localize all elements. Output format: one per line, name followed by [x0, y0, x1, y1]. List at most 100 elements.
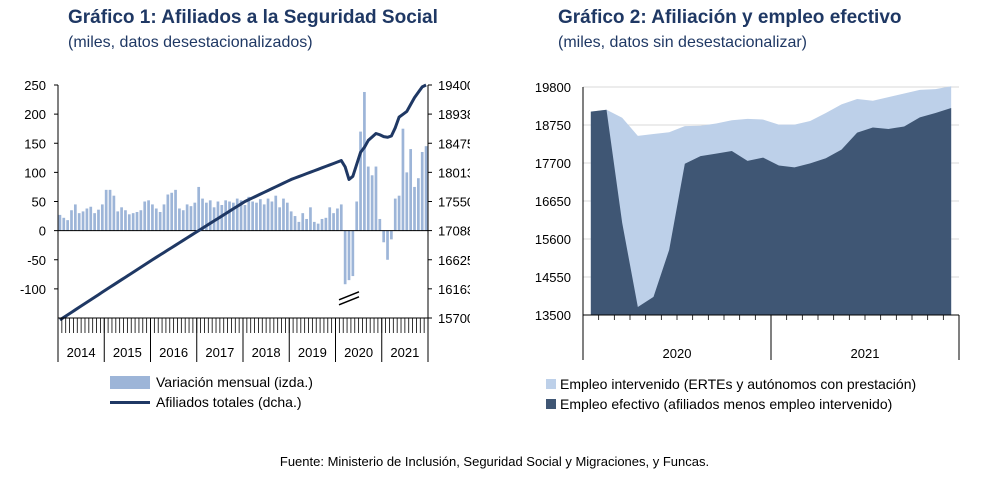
right-tick-label: 17088	[438, 224, 470, 239]
legend-item-intervenido: Empleo intervenido (ERTEs y autónomos co…	[546, 374, 916, 394]
bar	[116, 211, 120, 231]
year-label: 2020	[663, 346, 692, 361]
right-tick-label: 17550	[438, 195, 470, 210]
bar	[397, 195, 401, 231]
area-empleo-efectivo	[590, 107, 952, 315]
bar	[363, 91, 366, 231]
left-tick-label: 200	[24, 107, 46, 122]
bar	[81, 211, 85, 231]
bar	[297, 221, 301, 231]
year-label: 2019	[298, 345, 327, 360]
bar	[258, 199, 262, 231]
bar	[97, 209, 100, 231]
legend-bar-label: Variación mensual (izda.)	[156, 374, 313, 390]
bar	[312, 221, 316, 231]
bar	[189, 206, 193, 231]
y-tick-label: 18750	[535, 118, 571, 133]
legend-line-label: Afiliados totales (dcha.)	[156, 394, 302, 410]
bar	[193, 202, 197, 231]
bar	[139, 210, 143, 231]
left-tick-label: 250	[24, 78, 46, 93]
bar	[351, 230, 355, 277]
bar	[343, 230, 347, 285]
bar	[301, 213, 305, 231]
right-tick-label: 15700	[438, 311, 470, 326]
bar	[405, 172, 409, 231]
legend-efectivo-label: Empleo efectivo (afiliados menos empleo …	[560, 396, 893, 412]
bar	[336, 208, 339, 231]
bar	[104, 189, 108, 231]
bar	[243, 205, 247, 231]
year-label: 2021	[390, 345, 419, 360]
legend-intervenido-label: Empleo intervenido (ERTEs y autónomos co…	[560, 376, 917, 392]
bar	[374, 166, 378, 231]
bar	[235, 198, 239, 231]
bar	[370, 175, 374, 231]
bar	[201, 198, 204, 231]
bar	[359, 131, 362, 231]
bar	[266, 198, 270, 231]
bar	[212, 207, 216, 231]
left-tick-label: 100	[24, 165, 46, 180]
bar	[386, 230, 389, 260]
bar	[143, 201, 147, 231]
y-tick-label: 13500	[535, 308, 571, 323]
bar	[228, 201, 231, 231]
bar	[154, 208, 158, 231]
right-tick-label: 18475	[438, 136, 470, 151]
bar	[85, 208, 89, 231]
year-label: 2018	[252, 345, 281, 360]
bar	[366, 166, 370, 231]
left-tick-label: 0	[39, 224, 46, 239]
y-tick-label: 14550	[535, 270, 571, 285]
legend-line-swatch	[110, 400, 150, 404]
y-tick-label: 17700	[535, 156, 571, 171]
bar	[73, 204, 77, 231]
bar	[255, 202, 258, 231]
bar	[355, 201, 359, 231]
bar	[162, 204, 166, 231]
bar	[197, 186, 201, 231]
chart2-title: Gráfico 2: Afiliación y empleo efectivo	[558, 7, 902, 28]
bar	[77, 213, 81, 231]
chart2-plot: 19800 18750 17700 16650 15600 14550 13500 2020 2…	[535, 80, 960, 361]
bar	[393, 198, 397, 231]
year-label: 2017	[205, 345, 234, 360]
line-afiliados-totales	[59, 83, 427, 322]
bar	[401, 128, 405, 231]
bar	[378, 218, 382, 231]
right-tick-label: 19400	[438, 78, 470, 93]
bar	[120, 207, 123, 231]
bar	[328, 207, 332, 231]
bar	[124, 210, 127, 231]
legend-item-line: Afiliados totales (dcha.)	[110, 392, 313, 412]
bar	[89, 206, 93, 231]
bar	[324, 217, 328, 231]
chart1-plot: 250 200 150 100 50 0 -50 -100 19400 18938 18475 180…	[20, 78, 470, 362]
bar	[339, 204, 343, 231]
legend-efectivo-swatch	[546, 399, 556, 409]
bar	[320, 218, 324, 231]
bar	[166, 194, 170, 231]
legend-item-bar: Variación mensual (izda.)	[110, 372, 313, 392]
break-stroke	[338, 296, 360, 306]
bar	[147, 200, 150, 231]
bar	[93, 213, 96, 231]
bar	[70, 210, 73, 231]
right-tick-label: 18938	[438, 107, 470, 122]
bar	[282, 198, 285, 231]
year-label: 2020	[344, 345, 373, 360]
right-tick-label: 16163	[438, 282, 470, 297]
bar	[347, 230, 351, 281]
bar	[224, 200, 228, 231]
bar	[382, 230, 386, 243]
bar	[112, 195, 116, 231]
bar	[285, 202, 289, 231]
bar	[409, 149, 413, 231]
bar	[181, 210, 185, 231]
bar	[305, 218, 308, 231]
bar	[239, 200, 243, 231]
bar	[413, 186, 416, 231]
bar	[170, 192, 174, 231]
source-note: Fuente: Ministerio de Inclusión, Segurid…	[279, 454, 710, 469]
